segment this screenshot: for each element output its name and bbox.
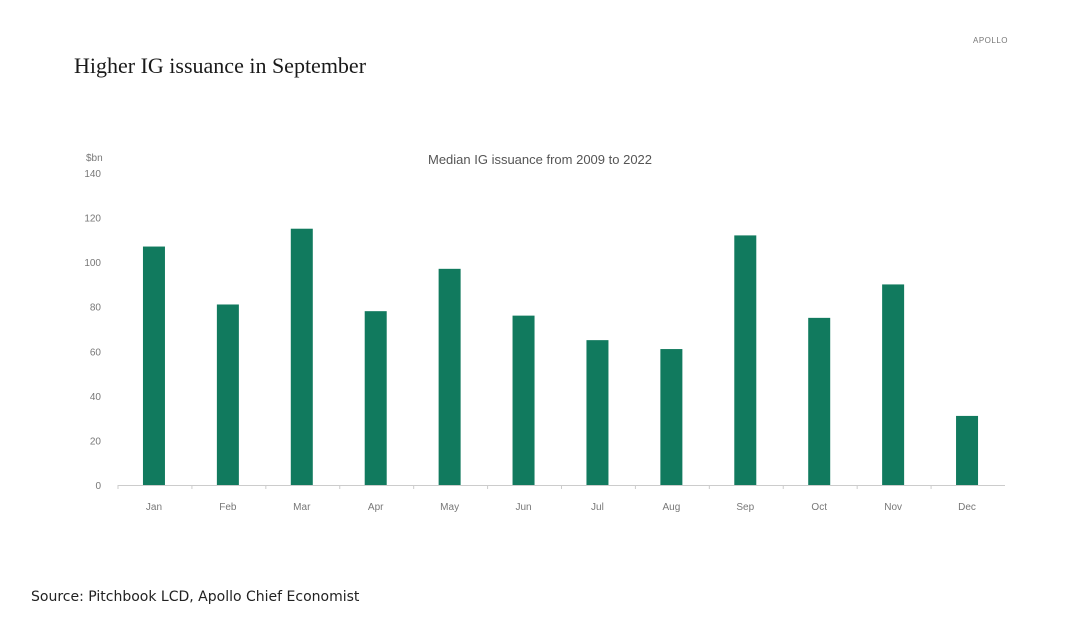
bar-jan xyxy=(142,246,165,485)
y-tick-label: 80 xyxy=(90,303,102,314)
x-tick-label-jun: Jun xyxy=(515,502,531,513)
y-tick-label: 60 xyxy=(90,347,102,358)
brand-mark: APOLLO xyxy=(972,36,1008,45)
x-tick-label-sep: Sep xyxy=(736,502,754,513)
bar-feb xyxy=(216,304,239,485)
source-note: Source: Pitchbook LCD, Apollo Chief Econ… xyxy=(31,589,360,605)
bar-apr xyxy=(364,311,387,485)
y-tick-label: 20 xyxy=(90,436,102,447)
bar-series xyxy=(142,228,979,485)
x-tick-label-mar: Mar xyxy=(293,502,311,513)
bar-mar xyxy=(290,228,313,485)
y-tick-label: 0 xyxy=(95,481,101,492)
y-tick-label: 140 xyxy=(84,169,101,180)
x-tick-label-may: May xyxy=(440,502,459,513)
x-tick-label-dec: Dec xyxy=(958,502,976,513)
bar-aug xyxy=(660,349,683,485)
y-tick-label: 120 xyxy=(84,214,101,225)
x-tick-label-aug: Aug xyxy=(662,502,680,513)
bar-sep xyxy=(734,235,757,485)
page-title: Higher IG issuance in September xyxy=(74,53,367,78)
x-tick-label-jul: Jul xyxy=(591,502,604,513)
chart-title: Median IG issuance from 2009 to 2022 xyxy=(428,152,652,167)
x-tick-label-oct: Oct xyxy=(811,502,827,513)
y-axis: 0 20 40 60 80 100 120 140 xyxy=(84,169,101,492)
bar-dec xyxy=(956,415,979,485)
x-axis: Jan Feb Mar Apr May Jun Jul Aug Sep Oct Nov Dec xyxy=(117,485,976,513)
bar-may xyxy=(438,268,461,485)
y-axis-unit-label: $bn xyxy=(86,153,103,164)
x-tick-label-feb: Feb xyxy=(219,502,237,513)
y-tick-label: 100 xyxy=(84,258,101,269)
bar-oct xyxy=(808,317,831,485)
x-tick-label-nov: Nov xyxy=(884,502,902,513)
bar-jun xyxy=(512,315,535,485)
bar-nov xyxy=(882,284,905,485)
bar-chart: Median IG issuance from 2009 to 2022 $bn… xyxy=(84,152,1005,513)
x-tick-label-apr: Apr xyxy=(368,502,384,513)
bar-jul xyxy=(586,340,609,485)
y-tick-label: 40 xyxy=(90,392,102,403)
x-tick-label-jan: Jan xyxy=(146,502,162,513)
